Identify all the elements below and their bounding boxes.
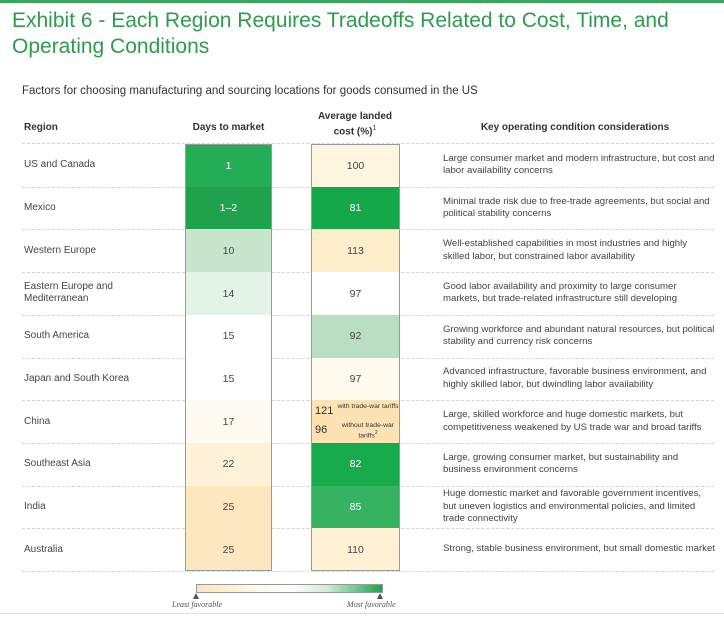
region-name: Mexico — [24, 202, 56, 214]
considerations-text: Large, growing consumer market, but sust… — [443, 451, 679, 476]
considerations-text: Minimal trade risk due to free-trade agr… — [443, 195, 710, 220]
exhibit-title: Exhibit 6 - Each Region Requires Tradeof… — [12, 9, 669, 58]
region-name: US and Canada — [24, 159, 96, 171]
landed-cost-cell: 97 — [311, 357, 400, 401]
days-to-market-cell: 15 — [185, 314, 272, 358]
days-to-market-cell: 25 — [185, 485, 272, 529]
landed-cost-cell: 110 — [311, 528, 400, 572]
days-to-market-cell: 10 — [185, 229, 272, 273]
region-name: Eastern Europe and Mediterranean — [24, 281, 113, 305]
considerations-text: Large consumer market and modern infrast… — [443, 152, 715, 177]
landed-cost-cell: 85 — [311, 485, 400, 529]
landed-cost-cell: 82 — [311, 442, 400, 487]
header-days-to-market: Days to market — [192, 122, 265, 133]
days-to-market-cell: 14 — [185, 272, 272, 316]
legend-least-marker-icon — [193, 593, 199, 599]
header-cost-line1: Average landed — [317, 111, 393, 122]
region-name: Southeast Asia — [24, 458, 91, 470]
china-cost-without-label-text: without trade-war tariffs — [341, 422, 395, 439]
considerations-text: Advanced infrastructure, favorable busin… — [443, 366, 707, 390]
region-name: Australia — [24, 543, 63, 555]
legend-most-label: Most favorable — [347, 600, 396, 609]
region-name: India — [24, 500, 46, 512]
legend-most-marker-icon — [377, 593, 383, 599]
region-name: South America — [24, 330, 90, 342]
days-to-market-cell: 17 — [185, 400, 272, 444]
days-to-market-cell: 22 — [185, 442, 272, 487]
region-name: Western Europe — [24, 244, 97, 256]
favorability-legend-gradient — [196, 584, 383, 593]
landed-cost-cell: 113 — [311, 229, 400, 273]
days-to-market-cell: 25 — [185, 528, 272, 572]
bottom-divider — [0, 613, 724, 614]
considerations-text: Good labor availability and proximity to… — [443, 280, 678, 305]
days-to-market-cell: 1 — [185, 144, 272, 188]
considerations-text: Well-established capabilities in most in… — [443, 238, 688, 262]
landed-cost-cell: 97 — [311, 272, 400, 316]
top-accent-rule — [0, 0, 724, 3]
region-name: Japan and South Korea — [24, 372, 130, 384]
landed-cost-cell: 100 — [311, 144, 400, 188]
exhibit-subtitle: Factors for choosing manufacturing and s… — [22, 85, 478, 97]
header-cost-line2: cost (%) — [333, 126, 373, 138]
legend-least-label: Least favorable — [172, 600, 222, 609]
region-name: China — [24, 415, 51, 427]
china-cost-split: 121 with trade-war tariffs 96 without trade… — [311, 400, 400, 443]
considerations-text: Growing workforce and abundant natural r… — [443, 323, 715, 348]
header-average-landed-cost: Average landed cost (%)1 — [310, 111, 400, 138]
china-cost-with-tariffs: 121 — [315, 405, 334, 418]
considerations-text: Large, skilled workforce and huge domest… — [443, 409, 702, 433]
header-cost-footnote: 1 — [372, 125, 377, 132]
landed-cost-cell: 81 — [311, 186, 400, 230]
days-to-market-cell: 1–2 — [185, 186, 272, 230]
header-region: Region — [24, 122, 58, 133]
header-divider — [22, 143, 714, 144]
considerations-text: Strong, stable business environment, but… — [443, 543, 715, 555]
china-cost-with-tariffs-label: with trade-war tariffs — [337, 403, 399, 411]
row-divider — [22, 571, 714, 572]
days-to-market-cell: 15 — [185, 357, 272, 401]
landed-cost-cell: 92 — [311, 314, 400, 358]
considerations-text: Huge domestic market and favorable gover… — [443, 488, 702, 525]
china-cost-without-tariffs-label: without trade-war tariffs2 — [337, 422, 399, 439]
landed-cost-cell — [311, 400, 400, 444]
header-considerations: Key operating condition considerations — [480, 122, 670, 133]
china-cost-footnote: 2 — [374, 429, 378, 436]
china-cost-without-tariffs: 96 — [315, 424, 328, 437]
